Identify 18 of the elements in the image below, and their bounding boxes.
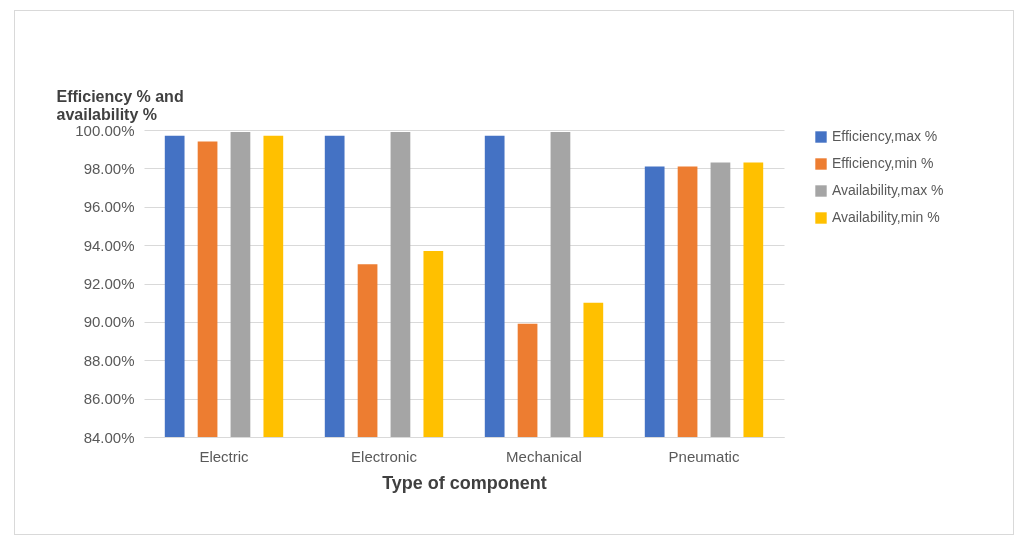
y-tick-label: 90.00% (83, 313, 135, 331)
y-tick-label: 96.00% (83, 198, 135, 216)
y-tick-label: 92.00% (83, 275, 135, 292)
legend-label: Efficiency,max % (832, 128, 938, 144)
y-tick-label: 94.00% (83, 236, 135, 254)
x-tick-label: Electric (199, 447, 250, 465)
legend-label: Availability,min % (832, 209, 940, 225)
y-tick-label: 88.00% (83, 351, 135, 369)
x-tick-label: Pneumatic (668, 447, 740, 465)
x-axis-title: Type of component (382, 472, 547, 493)
x-tick-label: Electronic (351, 447, 418, 465)
x-tick-label: Mechanical (506, 447, 582, 465)
legend-label: Efficiency,min % (832, 155, 934, 171)
y-tick-label: 84.00% (83, 428, 135, 446)
y-tick-label: 98.00% (83, 159, 135, 177)
y-tick-label: 86.00% (83, 390, 135, 408)
y-axis-title: Efficiency % and availability % (56, 87, 184, 123)
legend-label: Availability,max % (832, 182, 944, 198)
